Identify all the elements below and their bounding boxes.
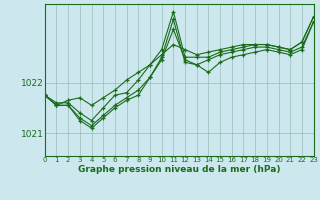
X-axis label: Graphe pression niveau de la mer (hPa): Graphe pression niveau de la mer (hPa) [78,165,280,174]
